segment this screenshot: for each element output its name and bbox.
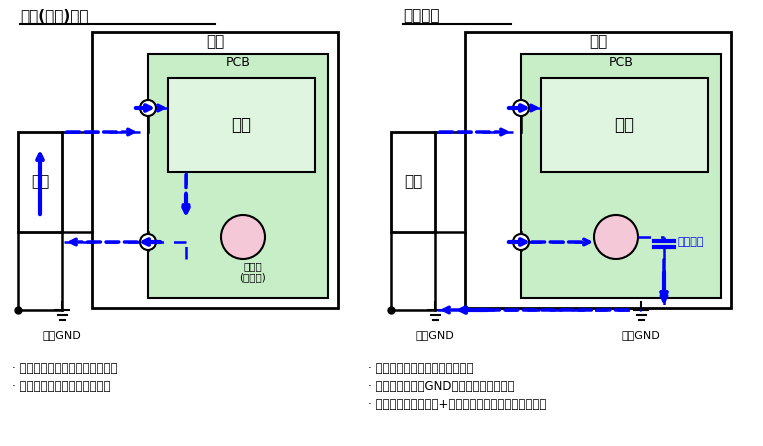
Bar bbox=[148, 54, 328, 298]
Circle shape bbox=[513, 100, 529, 116]
Text: PCB: PCB bbox=[609, 56, 633, 69]
Bar bbox=[18, 132, 62, 232]
Text: Vn: Vn bbox=[608, 231, 624, 244]
Text: · 在电源线与基准GND之间产生噪声电压。: · 在电源线与基准GND之间产生噪声电压。 bbox=[368, 380, 514, 393]
Text: 壳体: 壳体 bbox=[589, 34, 607, 49]
Text: 杂散电容: 杂散电容 bbox=[677, 237, 703, 247]
Text: 差模(常模)噪声: 差模(常模)噪声 bbox=[20, 8, 89, 23]
Bar bbox=[521, 54, 721, 298]
Text: 电路: 电路 bbox=[614, 116, 635, 134]
Text: 基准GND: 基准GND bbox=[416, 330, 455, 340]
Text: 电源: 电源 bbox=[31, 174, 49, 190]
Circle shape bbox=[513, 234, 529, 250]
Text: · 在电源线之间产生噪声电压。: · 在电源线之间产生噪声电压。 bbox=[12, 380, 111, 393]
Circle shape bbox=[594, 215, 638, 259]
Bar bbox=[391, 132, 435, 232]
Text: 基准GND: 基准GND bbox=[43, 330, 82, 340]
Bar bbox=[168, 78, 315, 172]
Circle shape bbox=[221, 215, 265, 259]
Circle shape bbox=[140, 100, 156, 116]
Bar bbox=[465, 32, 731, 308]
Text: · 噪声电流与电源的（+）端和（－）端电流路径相同。: · 噪声电流与电源的（+）端和（－）端电流路径相同。 bbox=[368, 398, 546, 411]
Text: PCB: PCB bbox=[226, 56, 250, 69]
Text: 噪声源
(信号源): 噪声源 (信号源) bbox=[240, 261, 266, 283]
Text: 壳体: 壳体 bbox=[206, 34, 224, 49]
Text: 基准GND: 基准GND bbox=[622, 330, 660, 340]
Text: 电源: 电源 bbox=[404, 174, 422, 190]
Bar bbox=[92, 32, 338, 308]
Text: · 噪声电流与电源电流路径相同。: · 噪声电流与电源电流路径相同。 bbox=[12, 362, 118, 375]
Text: 共模噪声: 共模噪声 bbox=[403, 8, 439, 23]
Text: · 在电源线之间不产生噪声电压。: · 在电源线之间不产生噪声电压。 bbox=[368, 362, 474, 375]
Text: 电路: 电路 bbox=[231, 116, 252, 134]
Circle shape bbox=[140, 234, 156, 250]
Bar bbox=[541, 78, 708, 172]
Text: Vn: Vn bbox=[235, 231, 251, 244]
